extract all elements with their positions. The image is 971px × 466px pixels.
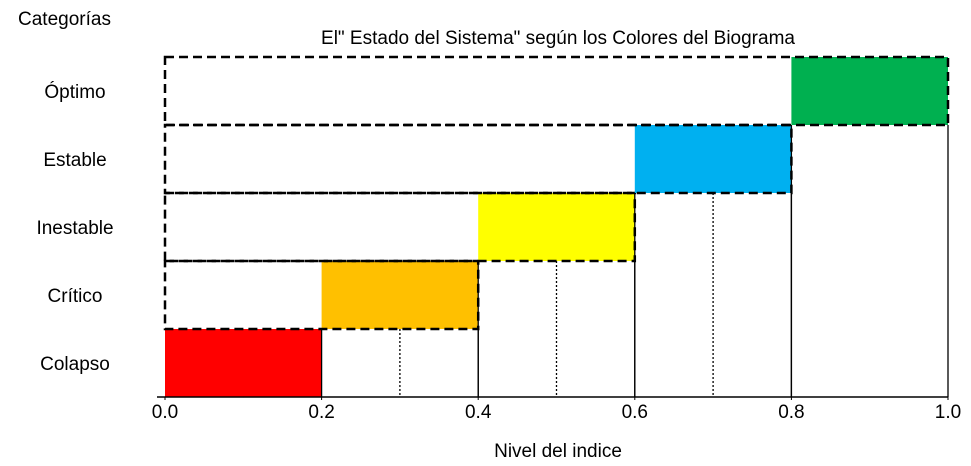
y-tick-label: Óptimo bbox=[44, 81, 105, 103]
y-axis-label: Categorías bbox=[18, 9, 111, 30]
x-tick-label: 0.4 bbox=[465, 402, 492, 423]
bar bbox=[321, 261, 479, 329]
dashed-frame bbox=[163, 55, 950, 127]
x-tick-label: 0.0 bbox=[152, 402, 178, 423]
x-axis-label: Nivel del indice bbox=[494, 441, 622, 462]
chart-title: El" Estado del Sistema" según los Colore… bbox=[321, 28, 795, 49]
bar bbox=[791, 57, 948, 125]
bar bbox=[478, 193, 635, 261]
x-tick-label: 0.6 bbox=[622, 402, 648, 423]
y-tick-label: Inestable bbox=[36, 218, 113, 239]
x-tick-label: 0.2 bbox=[308, 402, 334, 423]
bar bbox=[165, 329, 322, 397]
y-tick-label: Colapso bbox=[40, 354, 110, 375]
y-tick-label: Crítico bbox=[48, 286, 103, 307]
dashed-frame bbox=[163, 191, 637, 263]
x-tick-label: 0.8 bbox=[778, 402, 804, 423]
y-tick-label: Estable bbox=[43, 150, 106, 171]
x-tick-label: 1.0 bbox=[935, 402, 961, 423]
bar bbox=[634, 125, 792, 193]
